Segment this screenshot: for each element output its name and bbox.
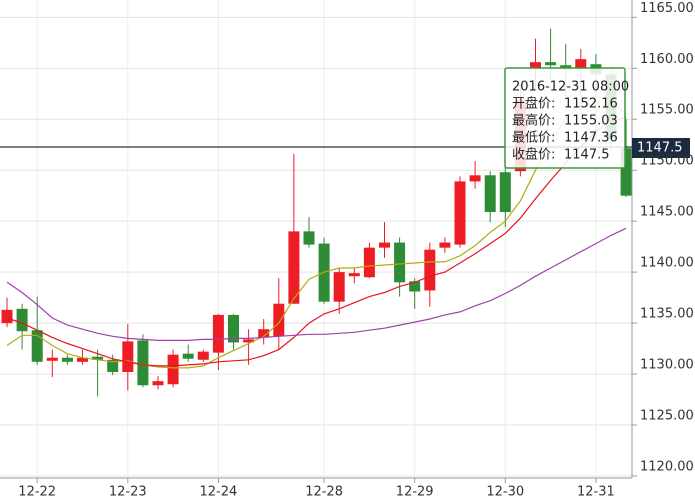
ma-line xyxy=(6,116,627,367)
x-tick-label: 12-31 xyxy=(577,485,615,500)
crosshair-label: 1147.5 xyxy=(637,141,683,156)
candle-body xyxy=(333,272,345,302)
y-tick-label: 1160.00 xyxy=(640,52,694,67)
x-tick-label: 12-24 xyxy=(200,485,238,500)
candle-body xyxy=(92,356,104,360)
tooltip-label: 最低价: xyxy=(512,131,555,146)
candle-body xyxy=(424,249,436,291)
candle-body xyxy=(348,273,360,277)
candle-body xyxy=(61,357,73,362)
crosshair-label-box xyxy=(632,138,690,158)
y-tick-label: 1125.00 xyxy=(640,409,694,424)
candle-body xyxy=(46,357,58,361)
tooltip-box xyxy=(504,67,626,169)
candle-body xyxy=(77,357,88,362)
candle-body xyxy=(499,172,511,212)
tooltip-label: 最高价: xyxy=(512,113,555,129)
ma-line xyxy=(6,227,627,341)
candle-body xyxy=(530,62,541,70)
y-tick-label: 1155.00 xyxy=(640,103,694,118)
x-tick-label: 12-28 xyxy=(305,485,343,500)
x-tick-label: 12-22 xyxy=(18,485,56,500)
tooltip-label: 收盘价: xyxy=(512,147,555,163)
candle-body xyxy=(273,303,285,337)
candle-body xyxy=(303,231,315,245)
candle-body xyxy=(545,62,557,66)
x-tick-label: 12-23 xyxy=(109,485,147,500)
tooltip-label: 开盘价: xyxy=(512,96,555,112)
candle-body xyxy=(228,314,239,343)
x-tick-label: 12-30 xyxy=(486,485,524,500)
candle-body xyxy=(363,247,375,278)
y-tick-label: 1140.00 xyxy=(640,256,694,271)
candle-body xyxy=(454,181,466,245)
tooltip-title: 2016-12-31 08:00 xyxy=(512,80,629,95)
tooltip-value: 1155.03 xyxy=(564,114,618,129)
candle-body xyxy=(167,354,179,385)
y-tick-label: 1130.00 xyxy=(640,358,694,373)
candle-body xyxy=(107,359,119,373)
plot xyxy=(1,28,632,397)
candle-body xyxy=(197,351,209,360)
tooltip-value: 1147.36 xyxy=(564,131,618,146)
candle-body xyxy=(152,381,164,386)
y-tick-label: 1150.00 xyxy=(640,154,694,169)
candle-body xyxy=(620,148,632,196)
tooltip-value: 1147.5 xyxy=(564,148,610,163)
candle-body xyxy=(243,339,255,343)
tooltip-rows: 开盘价: 1152.16 最高价: 1155.03 最低价: 1147.36 收盘价: 114… xyxy=(512,96,618,163)
candle-body xyxy=(212,314,224,353)
candle-body xyxy=(575,59,587,70)
candle-body xyxy=(469,175,481,182)
candle-body xyxy=(484,175,496,212)
x-tick-label: 12-29 xyxy=(396,485,434,500)
y-tick-label: 1145.00 xyxy=(640,205,694,220)
tooltip-value: 1152.16 xyxy=(564,97,618,112)
candle-body xyxy=(288,231,300,304)
candle-body xyxy=(394,242,406,283)
candle-body xyxy=(439,242,451,248)
y-tick-label: 1120.00 xyxy=(640,459,694,474)
ma-line xyxy=(6,95,627,369)
y-tick-label: 1165.00 xyxy=(640,1,694,16)
candle-body xyxy=(1,309,13,324)
candle-body xyxy=(122,341,134,373)
y-tick-label: 1135.00 xyxy=(640,307,694,322)
tooltip: 2016-12-31 08:00 开盘价: 1152.16 最高价: 1155.03 最… xyxy=(504,67,629,169)
candle-body xyxy=(379,242,390,248)
candle-body xyxy=(409,281,421,292)
candle-body xyxy=(182,353,194,359)
candle-body xyxy=(31,330,43,362)
candle-body xyxy=(137,340,149,386)
candle-body xyxy=(258,329,270,338)
candle-body xyxy=(16,308,28,332)
